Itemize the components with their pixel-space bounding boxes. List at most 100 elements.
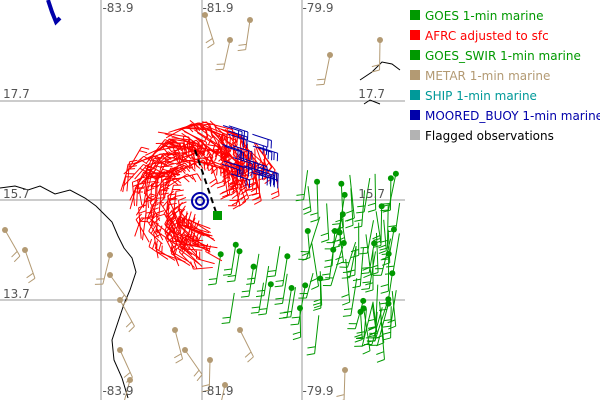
wind-barb-flag (175, 194, 184, 197)
wind-barb-flag (169, 198, 178, 201)
station-dot (107, 252, 113, 258)
station-dot (107, 272, 113, 278)
legend-label: AFRC adjusted to sfc (425, 29, 549, 43)
wind-barb-flag (143, 171, 152, 174)
wind-barb-flag (210, 167, 218, 175)
wind-barb-flag (178, 201, 187, 206)
wind-barb-flag (223, 268, 232, 271)
station-dot (377, 37, 383, 43)
station-dot (327, 52, 333, 58)
station-dot (336, 229, 343, 236)
wind-barb-flag (270, 190, 279, 195)
grid-label: -83.9 (102, 1, 133, 15)
wind-barb-flag (182, 176, 190, 183)
grid-label: -83.9 (102, 384, 133, 398)
wind-barb-flag (220, 151, 227, 158)
wind-barb-flag (193, 261, 198, 269)
wind-barb (263, 265, 270, 296)
station-dot (314, 178, 321, 185)
wind-barb-flag (11, 251, 18, 258)
wind-barb-flag (232, 204, 241, 210)
wind-barb (349, 174, 355, 219)
station-dot (331, 228, 338, 235)
station-dot (222, 382, 228, 388)
wind-barb-flag (278, 317, 287, 320)
wind-barb-flag (166, 229, 173, 236)
wind-barb-flag (186, 244, 192, 253)
wind-barb-flag (161, 245, 163, 254)
wind-barb-flag (198, 149, 205, 156)
wind-barb-flag (311, 285, 319, 290)
wind-barb-flag (138, 180, 146, 185)
wind-barb-flag (188, 211, 192, 220)
grid-label: -79.9 (302, 384, 333, 398)
wind-barb-flag (26, 272, 34, 279)
wind-barb-flag (250, 311, 259, 314)
legend-background (405, 0, 600, 400)
wind-barb-flag (257, 177, 266, 181)
wind-barb-flag (238, 43, 247, 46)
wind-barb (258, 282, 265, 313)
wind-barb-flag (138, 210, 147, 214)
wind-barb-flag (230, 186, 239, 191)
wind-barb-flag (154, 164, 163, 169)
wind-barb-flag (156, 213, 165, 218)
wind-barb (150, 183, 153, 203)
wind-barb-flag (184, 230, 191, 238)
wind-barb-flag (295, 199, 304, 202)
station-dot (304, 228, 311, 235)
storm-center (191, 192, 209, 210)
wind-barb-flag (219, 159, 227, 165)
wind-barb-flag (205, 129, 209, 138)
wind-barb-flag (241, 290, 250, 293)
wind-barb-flag (361, 288, 370, 290)
wind-barb-flag (258, 313, 267, 316)
buoy-track (46, 0, 62, 26)
wind-barb-flag (148, 238, 153, 247)
grid-label: 15.7 (358, 187, 385, 201)
legend-label: METAR 1-min marine (425, 69, 550, 83)
wind-barb-flag (382, 209, 391, 213)
wind-barb-flag (356, 331, 365, 334)
wind-barb-flag (182, 159, 190, 164)
wind-barb (282, 273, 288, 304)
wind-barb-flag (296, 193, 305, 196)
wind-barb-flag (362, 266, 371, 271)
wind-barb-flag (181, 154, 184, 163)
wind-barb-flag (335, 218, 344, 223)
wind-barb-flag (141, 176, 150, 180)
wind-barb (365, 234, 372, 275)
wind-barb-flag (234, 156, 240, 164)
wind-barb-flag (255, 295, 265, 298)
wind-barb-flag (190, 230, 193, 239)
wind-barb-flag (232, 165, 240, 171)
wind-barb-flag (13, 255, 21, 263)
wind-barb-flag (345, 224, 354, 229)
wind-barb-flag (226, 137, 229, 146)
wind-barb (286, 287, 293, 318)
wind-barb-flag (185, 149, 188, 158)
station-dot (2, 227, 8, 233)
wind-barb-flag (302, 206, 311, 211)
wind-barb-flag (207, 156, 214, 164)
wind-barb-flag (222, 193, 230, 198)
wind-barb-flag (238, 201, 247, 207)
wind-barb-flag (231, 193, 239, 200)
grid-label: -81.9 (202, 1, 233, 15)
wind-barb-flag (222, 316, 231, 319)
wind-barb (326, 203, 330, 240)
wind-barb-flag (357, 205, 366, 208)
wind-barb-flag (179, 225, 182, 234)
wind-barb-flag (178, 244, 184, 253)
wind-barb-flag (251, 306, 260, 309)
wind-barb-flag (321, 239, 329, 243)
wind-barb-flag (160, 161, 168, 167)
wind-barb-flag (271, 195, 280, 200)
station-dot (237, 327, 243, 333)
wind-barb-flag (170, 243, 174, 252)
wind-barb-flag (170, 245, 175, 254)
wind-barb (204, 14, 215, 44)
wind-barb-flag (196, 173, 202, 181)
grid-label: -81.9 (202, 384, 233, 398)
wind-barb-flag (165, 231, 172, 239)
